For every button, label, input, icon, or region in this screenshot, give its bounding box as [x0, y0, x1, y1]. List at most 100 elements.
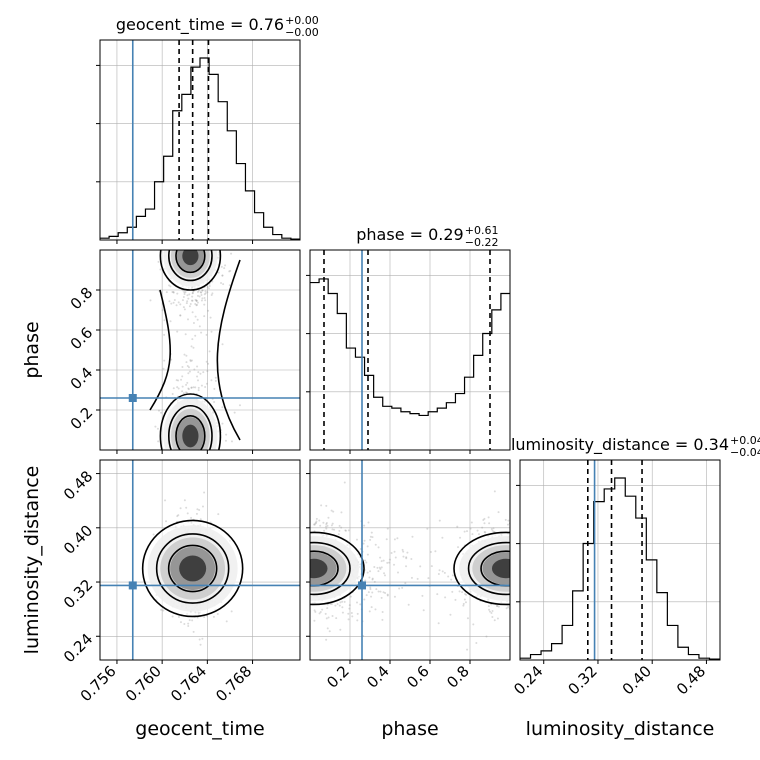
scatter-point	[157, 260, 160, 263]
scatter-point	[451, 574, 454, 577]
scatter-point	[228, 284, 231, 287]
scatter-point	[212, 615, 215, 618]
y-tick-label: 0.48	[60, 467, 96, 503]
scatter-point	[323, 529, 326, 532]
scatter-point	[366, 545, 369, 548]
scatter-point	[188, 619, 191, 622]
scatter-point	[320, 504, 323, 507]
scatter-point	[179, 314, 182, 317]
scatter-point	[187, 372, 190, 375]
scatter-point	[175, 304, 178, 307]
scatter-point	[175, 379, 178, 382]
scatter-point	[327, 616, 330, 619]
y-tick-label: 0.24	[60, 630, 96, 666]
x-tick-label: 0.24	[510, 662, 546, 698]
scatter-point	[325, 523, 328, 526]
scatter-point	[374, 608, 377, 611]
scatter-point	[325, 521, 328, 524]
scatter-point	[183, 292, 186, 295]
scatter-point	[331, 528, 334, 531]
scatter-point	[195, 304, 198, 307]
title-sub: −0.22	[465, 236, 499, 249]
scatter-point	[366, 571, 369, 574]
scatter-point	[206, 286, 209, 289]
scatter-point	[200, 331, 203, 334]
scatter-point	[187, 297, 190, 300]
scatter-point	[482, 519, 485, 522]
scatter-point	[434, 550, 437, 553]
scatter-point	[343, 600, 346, 603]
scatter-point	[365, 561, 368, 564]
scatter-point	[330, 524, 333, 527]
scatter-point	[318, 612, 321, 615]
scatter-point	[406, 551, 409, 554]
scatter-point	[313, 609, 316, 612]
contour-line	[453, 531, 510, 606]
scatter-point	[466, 617, 469, 620]
scatter-point	[325, 525, 328, 528]
scatter-point	[201, 505, 204, 508]
scatter-point	[191, 311, 194, 314]
scatter-point	[201, 289, 204, 292]
scatter-point	[213, 401, 216, 404]
scatter-point	[496, 605, 499, 608]
scatter-point	[339, 628, 342, 631]
x-tick-label: 0.768	[212, 662, 255, 705]
histogram-luminosity_distance	[520, 477, 720, 660]
scatter-point	[339, 601, 342, 604]
panel-body	[149, 250, 241, 450]
contour-line	[310, 541, 351, 596]
title-sup: +0.00	[285, 14, 319, 27]
scatter-point	[185, 361, 188, 364]
scatter-point	[192, 386, 195, 389]
contour-line	[467, 541, 510, 596]
scatter-point	[196, 508, 199, 511]
scatter-point	[404, 582, 407, 585]
contour-line	[310, 531, 365, 606]
scatter-point	[466, 648, 469, 651]
scatter-point	[229, 269, 232, 272]
scatter-point	[197, 389, 200, 392]
scatter-point	[363, 539, 366, 542]
scatter-point	[472, 623, 475, 626]
panel-frame	[99, 459, 301, 661]
truth-marker	[128, 394, 137, 402]
contour-line	[168, 404, 213, 450]
scatter-point	[386, 594, 389, 597]
scatter-point	[344, 529, 347, 532]
scatter-point	[238, 404, 241, 407]
scatter-point	[225, 433, 228, 436]
scatter-point	[205, 382, 208, 385]
scatter-point	[177, 387, 180, 390]
scatter-point	[497, 511, 500, 514]
scatter-point	[488, 522, 491, 525]
y-tick-label: 0.6	[67, 324, 97, 354]
scatter-point	[180, 378, 183, 381]
scatter-point	[332, 510, 335, 513]
scatter-point	[186, 391, 189, 394]
contour-line	[168, 250, 213, 282]
scatter-point	[449, 613, 452, 616]
scatter-point	[492, 530, 495, 533]
scatter-point	[189, 360, 192, 363]
scatter-point	[402, 555, 405, 558]
scatter-point	[223, 267, 226, 270]
x-tick-label: 0.8	[443, 662, 473, 692]
scatter-point	[326, 524, 329, 527]
scatter-point	[376, 566, 379, 569]
scatter-point	[206, 291, 209, 294]
scatter-point	[328, 630, 331, 633]
scatter-point	[355, 601, 358, 604]
scatter-point	[211, 292, 214, 295]
scatter-point	[210, 330, 213, 333]
scatter-point	[443, 571, 446, 574]
scatter-point	[463, 530, 466, 533]
scatter-point	[355, 538, 358, 541]
scatter-point	[224, 264, 227, 267]
histogram-phase	[310, 278, 510, 417]
scatter-point	[196, 375, 199, 378]
scatter-point	[181, 365, 184, 368]
scatter-point	[451, 590, 454, 593]
scatter-point	[386, 527, 389, 530]
scatter-point	[401, 548, 404, 551]
